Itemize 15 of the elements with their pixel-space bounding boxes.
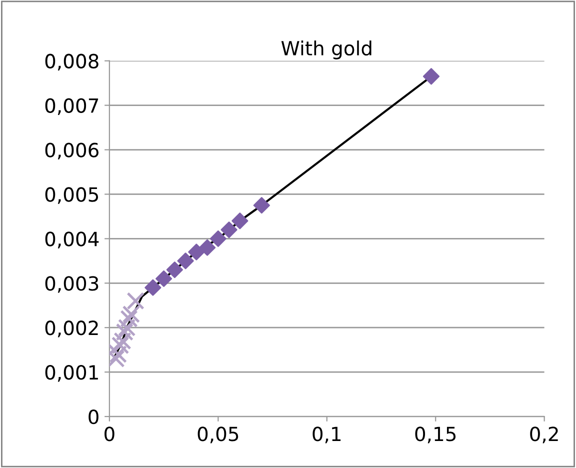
y-tick-label: 0,004 — [45, 232, 99, 248]
x-tick-label: 0,05 — [198, 426, 238, 444]
y-tick-label: 0,001 — [45, 365, 98, 382]
x-tick-label: 0,1 — [312, 426, 341, 444]
y-tick-label: 0,003 — [45, 276, 98, 293]
x-tick-label: 0,15 — [415, 426, 456, 444]
y-tick-label: 0,007 — [45, 98, 98, 115]
chart-title: With gold — [281, 40, 372, 60]
y-tick-label: 0,006 — [45, 142, 98, 160]
y-tick-label: 0 — [88, 409, 98, 424]
y-tick-label: 0,008 — [45, 54, 98, 70]
y-tick-label: 0,005 — [45, 187, 98, 204]
x-tick-label: 0,2 — [530, 426, 558, 444]
x-tick-label: 0 — [104, 426, 114, 442]
y-tick-label: 0,002 — [45, 320, 98, 338]
